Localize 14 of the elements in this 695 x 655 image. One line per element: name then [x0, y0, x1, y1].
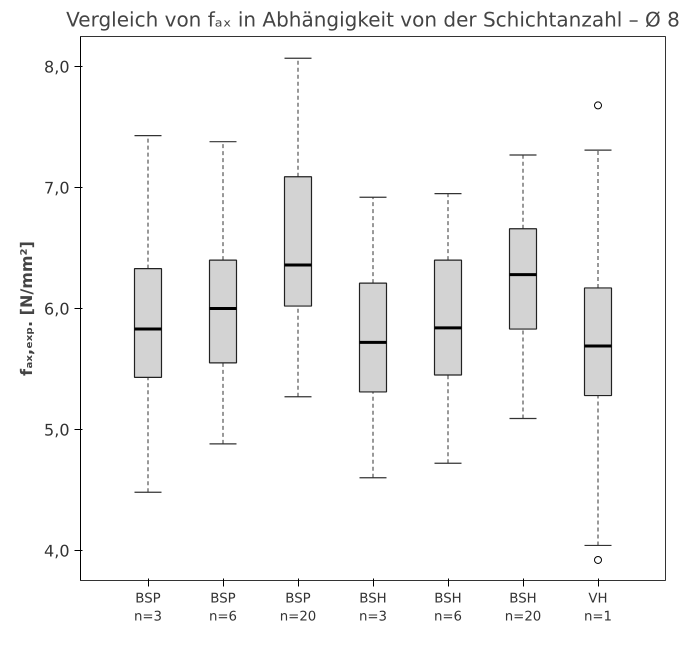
chart-title: Vergleich von fₐₓ in Abhängigkeit von der Schichtanzahl – Ø 8	[66, 8, 680, 32]
x-tick-label: BSH n=20	[504, 592, 542, 624]
x-tick-label: VH n=1	[584, 592, 612, 624]
y-tick-label: 8,0	[44, 58, 70, 77]
x-tick-label: BSP n=3	[134, 592, 162, 624]
y-tick-label: 7,0	[44, 178, 70, 198]
x-tick-label: BSP n=6	[208, 592, 238, 624]
y-tick-label: 4,0	[44, 541, 70, 560]
x-tick-label: BSH n=6	[434, 592, 462, 624]
x-tick-label: BSH n=3	[358, 592, 388, 624]
x-tick-label: BSP n=20	[280, 592, 316, 624]
y-axis-title: fₐₓ,ₑₓₚ. [N/mm²]	[17, 241, 36, 376]
y-tick-label: 5,0	[44, 420, 70, 440]
y-tick-label: 6,0	[44, 300, 70, 318]
